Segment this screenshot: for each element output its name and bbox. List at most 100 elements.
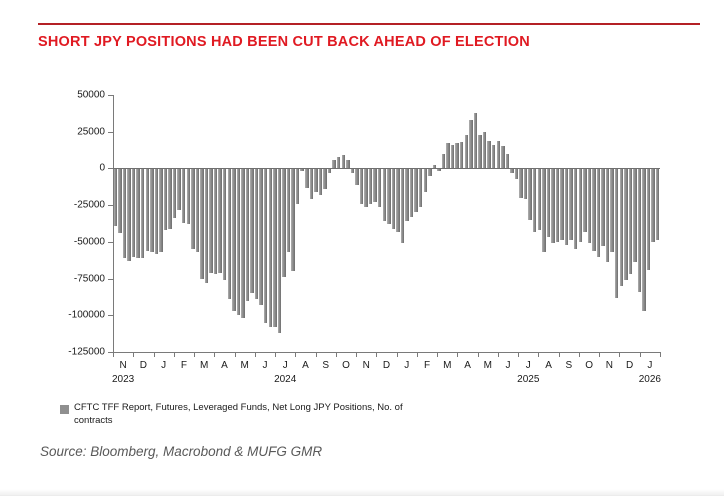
page-bottom-shade xyxy=(0,489,724,495)
bar-week-16 xyxy=(186,168,190,225)
bar-week-75 xyxy=(455,143,459,169)
month-label-9: A xyxy=(302,360,309,371)
x-tick-1 xyxy=(133,353,135,357)
month-label-12: N xyxy=(362,360,370,371)
bar-week-109 xyxy=(610,168,614,253)
bar-week-88 xyxy=(514,168,519,179)
bar-week-28 xyxy=(241,168,245,319)
bar-week-39 xyxy=(291,168,295,272)
bar-week-86 xyxy=(505,153,510,169)
bar-week-32 xyxy=(259,168,263,305)
month-label-11: O xyxy=(342,360,350,371)
bar-week-76 xyxy=(460,141,464,169)
bar-week-37 xyxy=(282,168,286,278)
bar-week-25 xyxy=(227,168,231,300)
bar-week-35 xyxy=(273,168,277,328)
y-tick-25000 xyxy=(108,131,113,133)
bar-week-2 xyxy=(122,168,127,258)
bar-week-48 xyxy=(332,159,336,169)
bar-week-74 xyxy=(450,144,455,169)
y-label--25000: -25000 xyxy=(73,199,105,211)
x-tick-3 xyxy=(173,353,175,357)
bar-week-33 xyxy=(264,168,268,323)
plot-area xyxy=(113,95,660,352)
chart-title: SHORT JPY POSITIONS HAD BEEN CUT BACK AH… xyxy=(38,34,530,50)
bar-week-63 xyxy=(400,168,405,244)
x-tick-21 xyxy=(538,353,540,357)
bar-week-112 xyxy=(624,168,628,281)
y-label-25000: 25000 xyxy=(77,126,105,138)
x-tick-25 xyxy=(619,353,621,357)
bar-week-42 xyxy=(305,168,309,188)
legend: CFTC TFF Report, Futures, Leveraged Fund… xyxy=(60,402,404,427)
bar-week-96 xyxy=(551,168,555,244)
bar-week-95 xyxy=(546,168,551,238)
bar-week-102 xyxy=(578,168,582,242)
bar-week-59 xyxy=(382,168,386,222)
bar-week-10 xyxy=(159,168,163,253)
month-label-16: M xyxy=(443,360,452,371)
bar-week-56 xyxy=(368,168,373,204)
month-label-4: M xyxy=(199,360,209,371)
x-tick-18 xyxy=(477,353,479,357)
month-label-18: M xyxy=(483,360,492,371)
x-tick-23 xyxy=(578,353,580,357)
bar-week-4 xyxy=(131,168,136,257)
bar-week-66 xyxy=(414,168,418,213)
bar-week-114 xyxy=(633,168,637,263)
x-tick-12 xyxy=(356,353,358,357)
bar-week-89 xyxy=(519,168,523,198)
bar-week-31 xyxy=(254,168,259,300)
x-tick-13 xyxy=(376,353,378,357)
x-tick-19 xyxy=(497,353,499,357)
bar-week-18 xyxy=(195,168,200,253)
bar-week-91 xyxy=(528,168,532,220)
bar-week-30 xyxy=(250,168,254,294)
month-label-0: N xyxy=(119,360,127,371)
bar-week-67 xyxy=(419,168,423,207)
bar-week-11 xyxy=(163,168,168,231)
bar-week-26 xyxy=(232,168,236,311)
year-label-2026: 2026 xyxy=(638,374,661,385)
x-tick-20 xyxy=(518,353,520,357)
y-tick--75000 xyxy=(108,278,113,280)
x-tick-4 xyxy=(194,353,196,357)
x-tick-16 xyxy=(437,353,439,357)
bar-week-9 xyxy=(154,168,159,254)
month-label-2: J xyxy=(161,360,167,371)
bar-week-100 xyxy=(569,168,573,241)
bar-week-0 xyxy=(113,168,118,226)
bar-week-111 xyxy=(619,168,624,286)
title-rule xyxy=(38,23,700,25)
bar-week-21 xyxy=(209,168,213,273)
bar-week-12 xyxy=(168,168,172,229)
x-tick-17 xyxy=(457,353,459,357)
bar-week-98 xyxy=(560,168,564,241)
x-tick-8 xyxy=(275,353,277,357)
bar-week-43 xyxy=(309,168,314,200)
bar-week-1 xyxy=(118,168,122,234)
x-tick-7 xyxy=(254,353,256,357)
x-axis-line xyxy=(113,352,661,353)
bar-week-105 xyxy=(592,168,596,251)
month-label-20: J xyxy=(525,360,531,371)
y-tick--50000 xyxy=(108,241,113,243)
bar-week-29 xyxy=(245,168,250,301)
bar-week-70 xyxy=(432,165,437,169)
bar-week-53 xyxy=(355,168,359,185)
y-label-0: 0 xyxy=(99,162,105,174)
y-label--50000: -50000 xyxy=(73,236,105,248)
month-label-13: D xyxy=(382,360,391,371)
legend-label: CFTC TFF Report, Futures, Leveraged Fund… xyxy=(74,402,403,426)
month-label-1: D xyxy=(139,360,147,371)
month-label-24: N xyxy=(605,360,613,371)
bar-week-104 xyxy=(587,168,592,244)
bar-week-92 xyxy=(532,168,537,232)
source-text: Source: Bloomberg, Macrobond & MUFG GMR xyxy=(40,444,323,459)
bar-week-87 xyxy=(510,168,514,173)
bar-week-117 xyxy=(646,168,651,270)
year-label-2025: 2025 xyxy=(517,374,540,385)
x-tick-10 xyxy=(315,353,317,357)
bar-week-41 xyxy=(300,168,304,172)
month-label-5: A xyxy=(221,360,228,371)
